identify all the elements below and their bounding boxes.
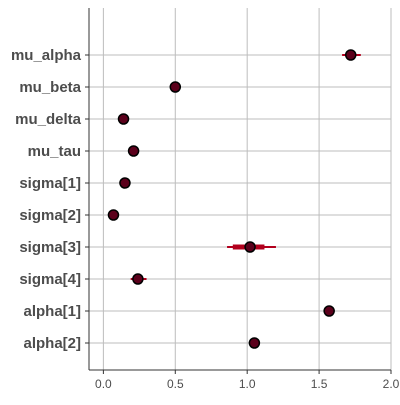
interval-layer bbox=[110, 52, 361, 346]
parameter-label: mu_beta bbox=[19, 79, 81, 96]
parameter-label: sigma[2] bbox=[19, 207, 81, 224]
x-tick-label: 2.0 bbox=[383, 377, 400, 391]
parameter-label: sigma[1] bbox=[19, 175, 81, 192]
grid-layer bbox=[89, 8, 392, 370]
parameter-label: alpha[2] bbox=[23, 335, 81, 352]
x-tick-label: 1.5 bbox=[311, 377, 328, 391]
point-estimate bbox=[132, 273, 144, 285]
parameter-label: sigma[3] bbox=[19, 239, 81, 256]
parameter-label: mu_tau bbox=[28, 143, 81, 160]
point-estimate bbox=[107, 209, 120, 221]
label-layer: mu_alpha mu_beta mu_delta mu_tau sigma[1] sig… bbox=[11, 47, 82, 352]
x-tick-label: 0.5 bbox=[167, 377, 184, 391]
x-tick-label: 0.0 bbox=[95, 377, 112, 391]
point-estimate bbox=[244, 241, 256, 253]
parameter-label: mu_alpha bbox=[11, 47, 82, 64]
point-estimate bbox=[248, 337, 261, 349]
parameter-label: sigma[4] bbox=[19, 271, 81, 288]
point-estimate bbox=[344, 49, 357, 61]
point-layer bbox=[107, 49, 357, 349]
x-tick-label: 1.0 bbox=[239, 377, 256, 391]
parameter-label: mu_delta bbox=[15, 111, 82, 128]
point-estimate bbox=[127, 145, 140, 157]
point-estimate bbox=[169, 81, 182, 93]
parameter-label: alpha[1] bbox=[23, 303, 81, 320]
axis-layer: 0.0 0.5 1.0 1.5 2.0 bbox=[85, 8, 400, 391]
point-estimate bbox=[117, 113, 130, 125]
point-estimate bbox=[119, 177, 131, 189]
point-estimate bbox=[323, 305, 335, 317]
